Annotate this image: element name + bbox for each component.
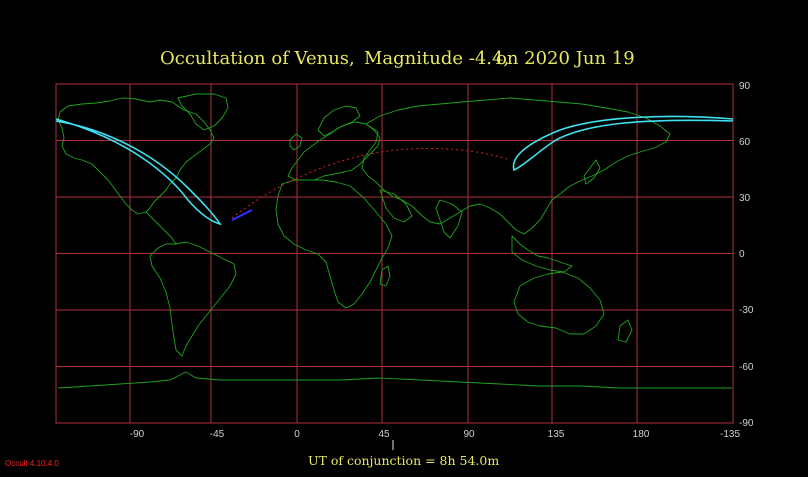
coordinate-grid: [55, 83, 734, 424]
longitude-tick-label: 45: [378, 429, 390, 440]
coastline-new-zealand: [617, 319, 633, 343]
version-label: Occult 4.10.4.0: [5, 459, 59, 468]
coastline-britain: [289, 133, 303, 151]
coastline-south-america: [149, 241, 237, 357]
latitude-tick-label: 30: [739, 193, 751, 204]
coastline-madagascar: [379, 265, 391, 287]
longitude-tick-label: -90: [130, 429, 145, 440]
latitude-ticks: 90 60 30 0 -30 -60 -90: [739, 81, 754, 429]
title-magnitude: Magnitude -4.4,: [364, 48, 509, 69]
coastline-asia: [361, 97, 671, 235]
longitude-tick-label: 0: [294, 429, 300, 440]
coastline-japan: [583, 159, 601, 185]
latitude-tick-label: -30: [739, 305, 754, 316]
coastline-southeast-asia: [511, 235, 573, 273]
coastline-north-america: [57, 97, 215, 215]
occultation-limits: [55, 115, 734, 226]
coastline-india: [435, 199, 463, 239]
latitude-tick-label: 0: [739, 249, 745, 260]
latitude-tick-label: -60: [739, 362, 754, 373]
longitude-tick-label: 90: [463, 429, 475, 440]
coastline-africa: [275, 179, 393, 309]
longitude-tick-label: -45: [210, 429, 225, 440]
title-object: Occultation of Venus,: [160, 48, 355, 69]
longitude-tick-label: -135: [720, 429, 740, 440]
conjunction-time: UT of conjunction = 8h 54.0m: [308, 453, 499, 468]
coastline-central-america: [145, 211, 177, 245]
occultation-limit-west: [55, 118, 222, 226]
latitude-tick-label: -90: [739, 418, 754, 429]
conjunction-track: [231, 147, 511, 219]
longitude-tick-label: 135: [548, 429, 565, 440]
coastline-greenland: [177, 93, 229, 131]
latitude-tick-label: 90: [739, 81, 751, 92]
coastline-europe: [287, 121, 381, 181]
coastline-scandinavia: [317, 105, 361, 137]
title-date: on 2020 Jun 19: [496, 48, 635, 69]
latitude-tick-label: 60: [739, 137, 751, 148]
coastlines: [57, 93, 732, 389]
longitude-tick-label: 180: [633, 429, 650, 440]
coastline-antarctica: [57, 371, 732, 389]
coastline-arabia: [379, 189, 413, 223]
occultation-limit-east: [512, 115, 734, 172]
moon-marker: [231, 209, 253, 221]
longitude-ticks: -90 -45 0 45 90 135 180 -135: [130, 429, 741, 440]
coastline-australia: [513, 271, 605, 335]
